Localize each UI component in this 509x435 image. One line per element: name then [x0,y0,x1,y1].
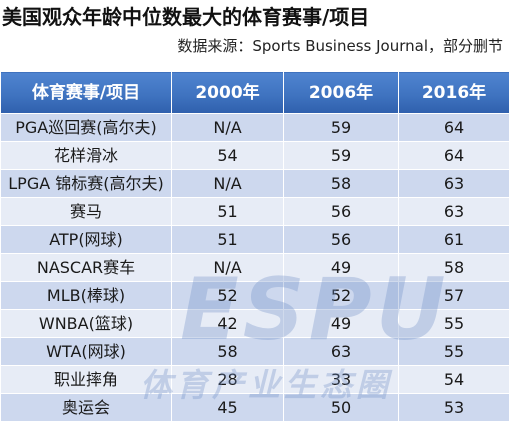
table-row: WTA(网球) 58 63 55 [0,337,509,366]
cell-2006: 56 [283,225,399,254]
cell-2000: N/A [171,253,284,282]
table-row: 奥运会 45 50 53 [0,393,509,422]
cell-2000: 58 [171,337,284,366]
cell-2016: 55 [398,337,509,366]
cell-event: LPGA 锦标赛(高尔夫) [0,169,172,198]
cell-event: ATP(网球) [0,225,172,254]
cell-2000: 51 [171,225,284,254]
cell-2006: 63 [283,337,399,366]
table-row: ATP(网球) 51 56 61 [0,225,509,254]
cell-2000: 54 [171,141,284,170]
cell-2006: 56 [283,197,399,226]
cell-2016: 58 [398,253,509,282]
cell-2000: N/A [171,113,284,142]
cell-2016: 63 [398,197,509,226]
cell-2016: 63 [398,169,509,198]
cell-2016: 53 [398,393,509,422]
cell-2006: 58 [283,169,399,198]
table-row: NASCAR赛车 N/A 49 58 [0,253,509,282]
table-row: MLB(棒球) 52 52 57 [0,281,509,310]
cell-event: PGA巡回赛(高尔夫) [0,113,172,142]
cell-2006: 52 [283,281,399,310]
cell-event: WTA(网球) [0,337,172,366]
cell-2006: 59 [283,113,399,142]
cell-2016: 64 [398,141,509,170]
table-header-row: 体育赛事/项目 2000年 2006年 2016年 [0,71,509,114]
cell-2016: 54 [398,365,509,394]
cell-2006: 49 [283,309,399,338]
column-header-2016: 2016年 [398,71,509,114]
page-title: 美国观众年龄中位数最大的体育赛事/项目 [2,5,370,29]
cell-event: 赛马 [0,197,172,226]
table-row: WNBA(篮球) 42 49 55 [0,309,509,338]
cell-event: 花样滑冰 [0,141,172,170]
data-table: 体育赛事/项目 2000年 2006年 2016年 PGA巡回赛(高尔夫) N/A… [0,71,509,422]
cell-2006: 50 [283,393,399,422]
table-row: 花样滑冰 54 59 64 [0,141,509,170]
cell-2000: N/A [171,169,284,198]
table-row: 赛马 51 56 63 [0,197,509,226]
cell-2016: 57 [398,281,509,310]
table-body: PGA巡回赛(高尔夫) N/A 59 64 花样滑冰 54 59 64 LPGA 锦标赛(高尔夫… [0,113,509,422]
cell-2016: 55 [398,309,509,338]
cell-2006: 33 [283,365,399,394]
cell-event: 职业摔角 [0,365,172,394]
cell-2000: 52 [171,281,284,310]
cell-event: NASCAR赛车 [0,253,172,282]
cell-2006: 59 [283,141,399,170]
cell-2000: 28 [171,365,284,394]
cell-2016: 61 [398,225,509,254]
table-row: PGA巡回赛(高尔夫) N/A 59 64 [0,113,509,142]
table-row: 职业摔角 28 33 54 [0,365,509,394]
cell-2016: 64 [398,113,509,142]
column-header-event: 体育赛事/项目 [0,71,172,114]
cell-event: WNBA(篮球) [0,309,172,338]
column-header-2006: 2006年 [283,71,399,114]
cell-2006: 49 [283,253,399,282]
cell-2000: 42 [171,309,284,338]
cell-2000: 51 [171,197,284,226]
source-note: 数据来源：Sports Business Journal，部分删节 [177,37,503,55]
column-header-2000: 2000年 [171,71,284,114]
data-table-container: 体育赛事/项目 2000年 2006年 2016年 PGA巡回赛(高尔夫) N/A… [0,71,509,435]
table-row: LPGA 锦标赛(高尔夫) N/A 58 63 [0,169,509,198]
cell-event: MLB(棒球) [0,281,172,310]
cell-event: 奥运会 [0,393,172,422]
cell-2000: 45 [171,393,284,422]
